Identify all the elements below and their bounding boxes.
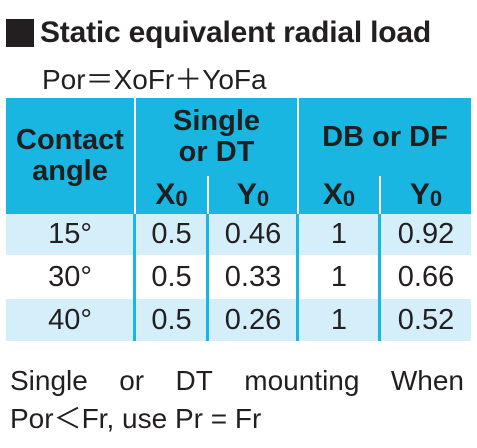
note-line-2: Por＜Fr, use Pr = Fr — [10, 403, 262, 434]
table-cell-angle: 40° — [48, 303, 92, 336]
header-single-dt-line1: Single — [172, 105, 260, 137]
table-cell-single-x0: 0.5 — [151, 218, 192, 250]
note-word: DT — [175, 365, 213, 396]
table-cell-db-y0: 0.66 — [397, 260, 455, 293]
table-cell-db-x0: 1 — [330, 303, 348, 336]
header-single-dt: Single or DT — [136, 98, 297, 176]
header-single-dt-line2: or DT — [178, 136, 255, 168]
row-band — [6, 255, 471, 299]
note-line-1: Single or DT mounting When — [10, 362, 464, 400]
table-cell-db-x0: 1 — [330, 260, 348, 293]
table-cell-angle: 30° — [48, 260, 92, 293]
note-word: Single — [10, 365, 88, 396]
section-title-text: Static equivalent radial load — [40, 16, 431, 49]
section-title: Static equivalent radial load — [6, 16, 431, 50]
column-divider — [296, 214, 299, 341]
column-divider — [378, 214, 381, 341]
table-cell-single-y0: 0.26 — [224, 303, 282, 336]
table-cell-single-y0: 0.46 — [224, 218, 282, 250]
table-cell-single-x0: 0.5 — [151, 260, 192, 293]
table-cell-db-y0: 0.92 — [397, 218, 455, 250]
header-contact-angle-line2: angle — [32, 155, 108, 187]
table-cell-angle: 15° — [48, 218, 92, 250]
row-band — [6, 214, 471, 255]
header-db-df-text: DB or DF — [322, 120, 448, 153]
column-divider — [133, 214, 136, 341]
header-contact-angle: Contact angle — [6, 98, 134, 214]
note-word: or — [119, 365, 145, 396]
table-cell-db-x0: 1 — [330, 218, 348, 250]
header-db-df: DB or DF — [299, 98, 471, 176]
square-bullet-icon — [6, 19, 34, 47]
row-band — [6, 299, 471, 341]
note-word: mounting — [244, 365, 360, 396]
load-formula: Por＝XoFr＋YoFa — [42, 64, 267, 95]
table-cell-single-x0: 0.5 — [151, 303, 192, 336]
note-word: When — [390, 365, 464, 396]
table-cell-single-y0: 0.33 — [224, 260, 282, 293]
table-cell-db-y0: 0.52 — [397, 303, 455, 336]
mounting-note: Single or DT mounting When Por＜Fr, use P… — [10, 362, 464, 438]
column-divider — [206, 214, 209, 341]
header-contact-angle-line1: Contact — [16, 124, 124, 156]
